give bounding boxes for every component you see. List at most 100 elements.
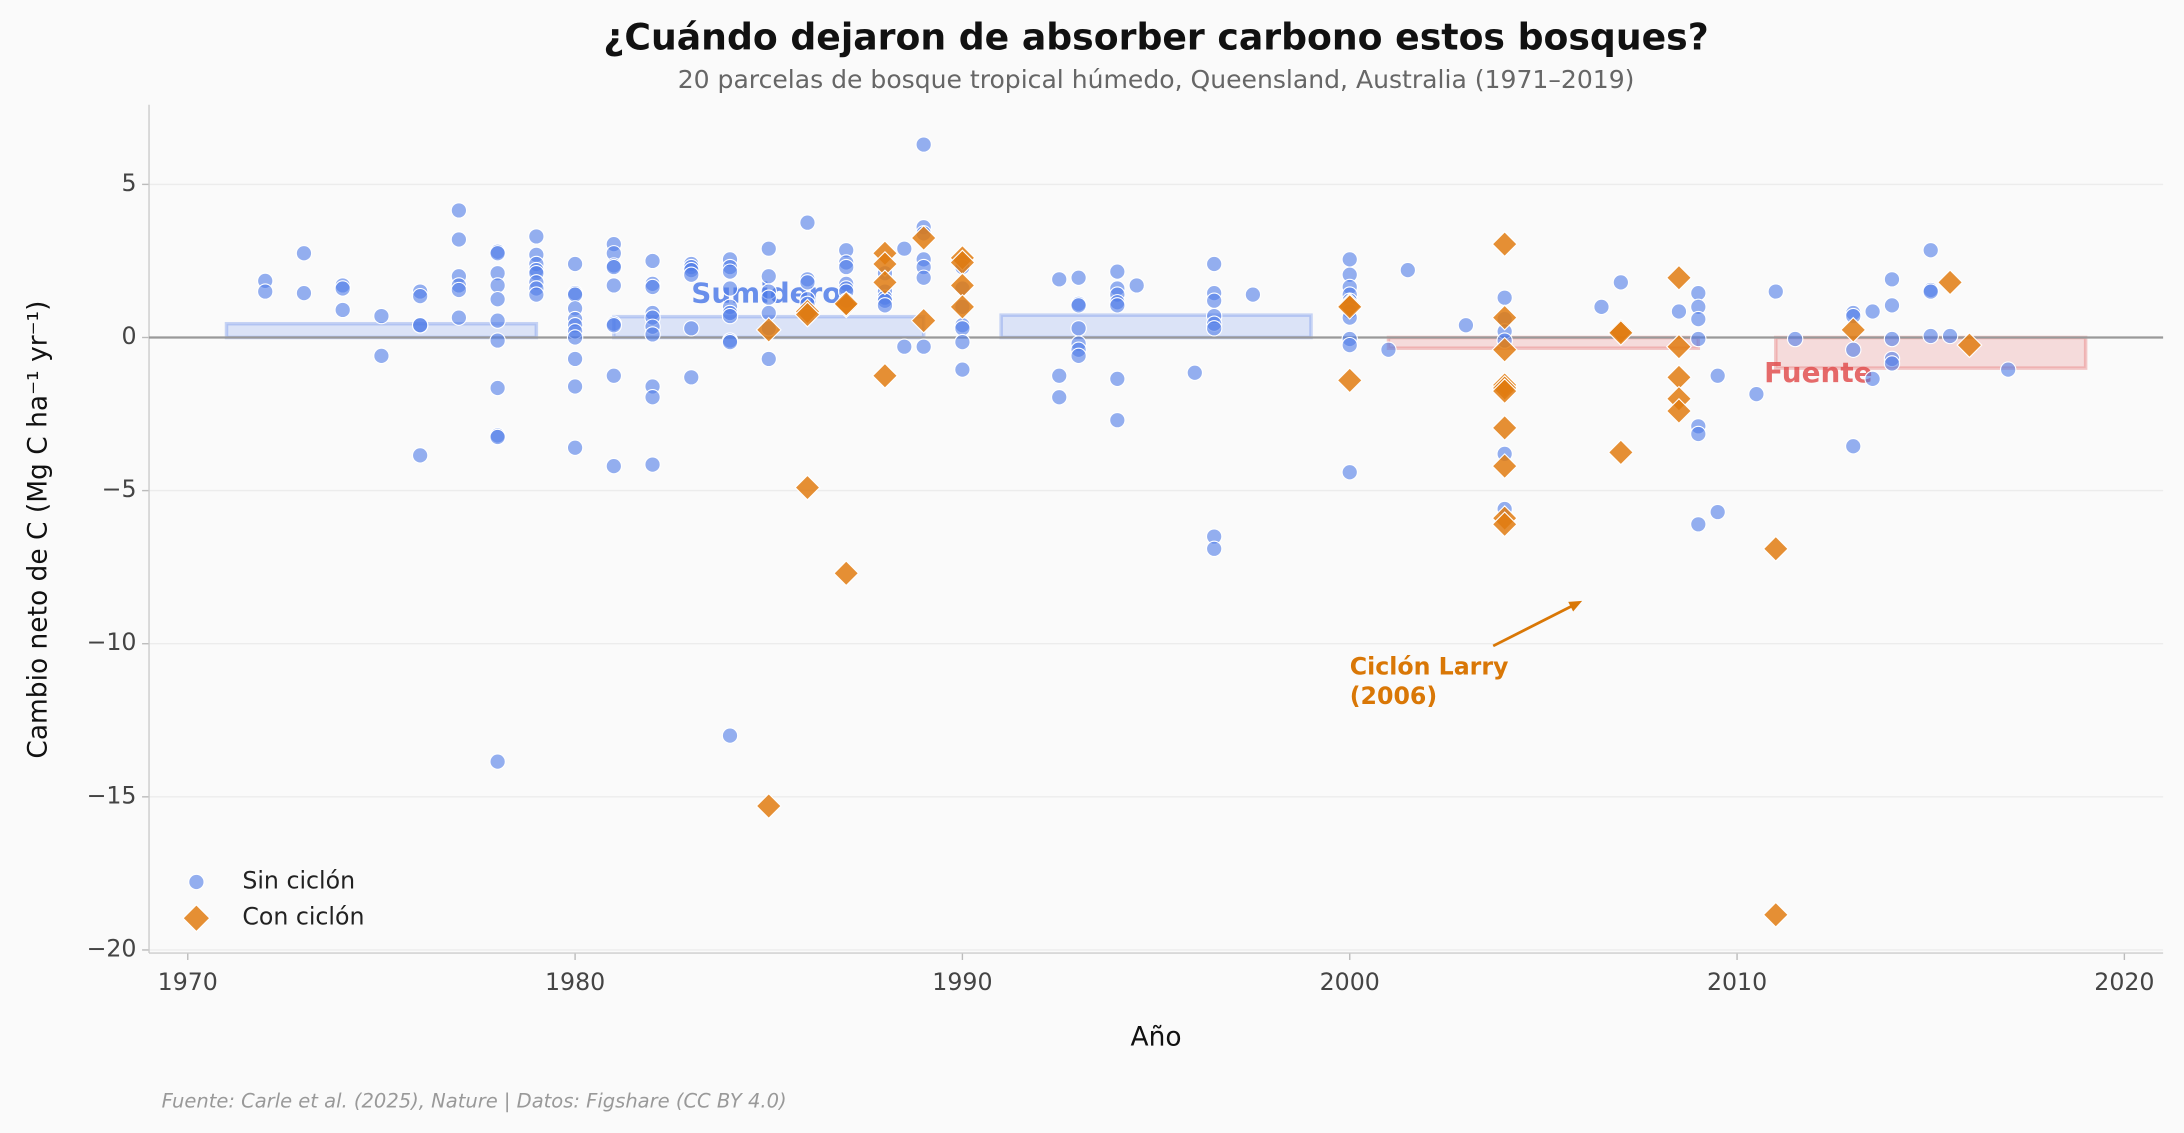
annotation-arrowhead	[1568, 600, 1583, 612]
circle-point	[373, 347, 390, 365]
diamond-point	[755, 792, 782, 820]
circle-point	[915, 269, 932, 287]
x-axis-label: Año	[1131, 1021, 1182, 1052]
diamond-point	[1491, 336, 1518, 363]
diamond-point	[871, 269, 898, 296]
circle-point	[799, 274, 816, 291]
circle-point	[411, 317, 429, 334]
diamond-point	[1665, 264, 1692, 291]
source-note: Fuente: Carle et al. (2025), Nature | Da…	[162, 1090, 787, 1113]
circle-point	[1690, 330, 1707, 348]
annotation-text: Ciclón Larry	[1350, 653, 1509, 681]
annotation-arrow	[1492, 603, 1576, 648]
circle-point	[1399, 261, 1417, 279]
diamond-point	[1840, 316, 1867, 343]
x-tick-label: 2000	[1320, 968, 1380, 996]
circle-point	[528, 228, 545, 245]
diamond-point	[910, 224, 937, 252]
circle-point	[1593, 298, 1610, 316]
y-tick-label: −20	[87, 934, 137, 962]
circle-point	[799, 214, 816, 231]
circle-point	[1864, 370, 1881, 388]
circle-point	[1748, 385, 1765, 403]
circle-point	[837, 258, 855, 276]
circle-point	[1341, 336, 1358, 354]
circle-point	[605, 277, 623, 294]
circle-point	[1922, 283, 1939, 300]
circle-point	[1767, 283, 1785, 300]
diamond-point	[1956, 332, 1983, 359]
circle-point	[605, 258, 623, 276]
circle-point	[489, 428, 506, 446]
circle-point	[566, 378, 584, 395]
circle-point	[1051, 367, 1068, 384]
circle-point	[644, 278, 661, 296]
legend: Sin ciclón Con ciclón	[182, 866, 364, 933]
circle-point	[1244, 286, 1262, 303]
circle-point	[1922, 327, 1939, 345]
diamond-point	[1762, 535, 1789, 562]
circle-point	[896, 240, 913, 257]
circle-point	[915, 136, 932, 153]
circle-point	[683, 320, 700, 337]
circle-point	[1864, 303, 1881, 320]
y-tick-label: −5	[102, 475, 137, 503]
circle-point	[760, 289, 777, 306]
circle-point	[1999, 361, 2017, 378]
circle-point	[1186, 364, 1204, 381]
circle-point	[1109, 263, 1126, 280]
circle-point	[1845, 341, 1862, 358]
diamond-point	[1336, 367, 1363, 394]
diamond-point	[755, 316, 782, 343]
decade-bar	[1386, 335, 1701, 350]
x-tick-label: 1980	[545, 968, 605, 996]
circle-point	[373, 307, 390, 325]
decade-bar	[224, 321, 539, 340]
legend-marker	[182, 904, 211, 933]
circle-point	[954, 361, 971, 378]
circle-point	[334, 301, 351, 319]
y-axis-label: Cambio neto de C (Mg C ha⁻¹ yr⁻¹)	[22, 301, 53, 759]
circle-point	[721, 263, 739, 280]
circle-point	[605, 367, 623, 384]
circle-point	[915, 338, 932, 355]
circle-point	[954, 333, 971, 351]
y-tick-label: −15	[87, 781, 137, 809]
diamond-point	[1937, 269, 1964, 296]
circle-point	[450, 202, 468, 219]
diamond-point	[1665, 397, 1692, 425]
circle-point	[566, 255, 584, 273]
diamond-point	[1665, 333, 1692, 360]
chart-subtitle: 20 parcelas de bosque tropical húmedo, Q…	[678, 65, 1635, 94]
circle-point	[1070, 347, 1087, 365]
circle-point	[1709, 367, 1726, 384]
circle-point	[566, 286, 584, 303]
circle-point	[760, 268, 777, 285]
y-tick-label: 0	[121, 322, 136, 350]
circle-point	[1690, 425, 1707, 443]
decade-bar	[999, 313, 1313, 340]
diamond-point	[1762, 901, 1789, 928]
circle-point	[1883, 355, 1901, 372]
circle-point	[760, 240, 777, 257]
circle-point	[644, 388, 661, 406]
circle-point	[1883, 271, 1901, 288]
circle-point	[489, 245, 506, 262]
y-tick-label: 5	[121, 169, 136, 197]
diamond-point	[833, 560, 860, 587]
circle-point	[721, 333, 739, 351]
circle-point	[257, 283, 274, 300]
circle-point	[1205, 320, 1223, 337]
circle-point	[450, 231, 468, 248]
annotation-text: (2006)	[1350, 682, 1437, 710]
circle-point	[644, 326, 661, 343]
circle-point	[450, 309, 468, 326]
diamond-point	[1491, 414, 1518, 441]
circle-point	[1883, 297, 1901, 314]
diamond-point	[794, 474, 821, 501]
circle-point	[644, 456, 661, 473]
circle-point	[334, 280, 351, 297]
circle-point	[489, 753, 506, 770]
circle-point	[683, 266, 700, 283]
